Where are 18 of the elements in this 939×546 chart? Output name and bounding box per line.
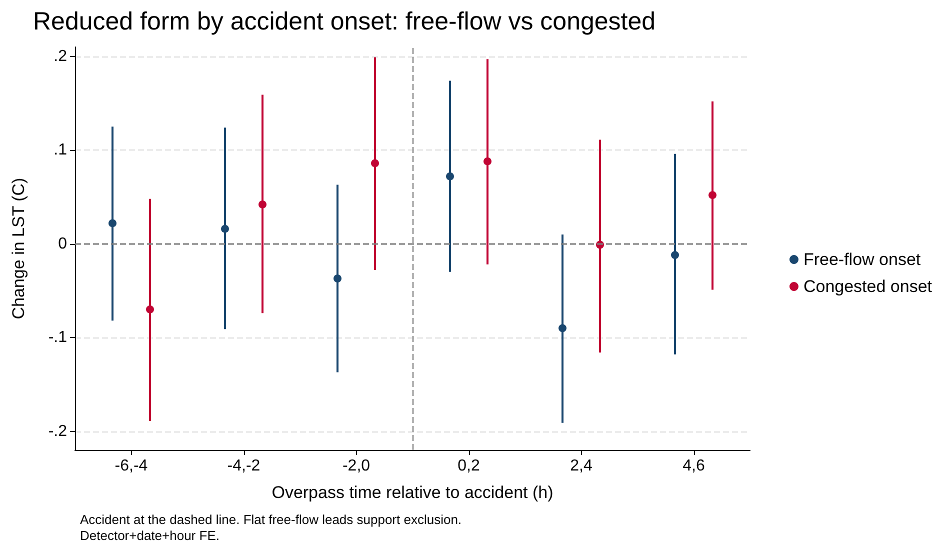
x-tick-label: 2,4 bbox=[570, 458, 592, 474]
y-tick-label: -.1 bbox=[48, 329, 68, 346]
x-tick-label: 4,6 bbox=[682, 458, 705, 474]
y-tick-label: -.2 bbox=[48, 422, 68, 440]
y-tick-label: 0 bbox=[58, 235, 68, 252]
x-tick-label: -6,-4 bbox=[114, 458, 148, 474]
x-tick-label: 0,2 bbox=[458, 458, 480, 474]
y-axis-title: Change in LST (C) bbox=[9, 178, 28, 320]
legend-label: Free-flow onset bbox=[803, 250, 921, 269]
x-axis-title: Overpass time relative to accident (h) bbox=[272, 483, 554, 502]
x-tick-label: -2,0 bbox=[342, 458, 370, 474]
text: Detector+date+hour FE. bbox=[80, 528, 220, 543]
text: Accident at the dashed line. Flat free-flow leads support exclusion. bbox=[80, 512, 462, 527]
chart-title: Reduced form by accident onset: free-flow vs congested bbox=[33, 8, 656, 36]
x-tick-label: -4,-2 bbox=[227, 458, 260, 474]
legend-label: Congested onset bbox=[803, 277, 932, 296]
y-tick-label: .2 bbox=[54, 48, 68, 65]
y-tick-label: .1 bbox=[54, 142, 68, 159]
